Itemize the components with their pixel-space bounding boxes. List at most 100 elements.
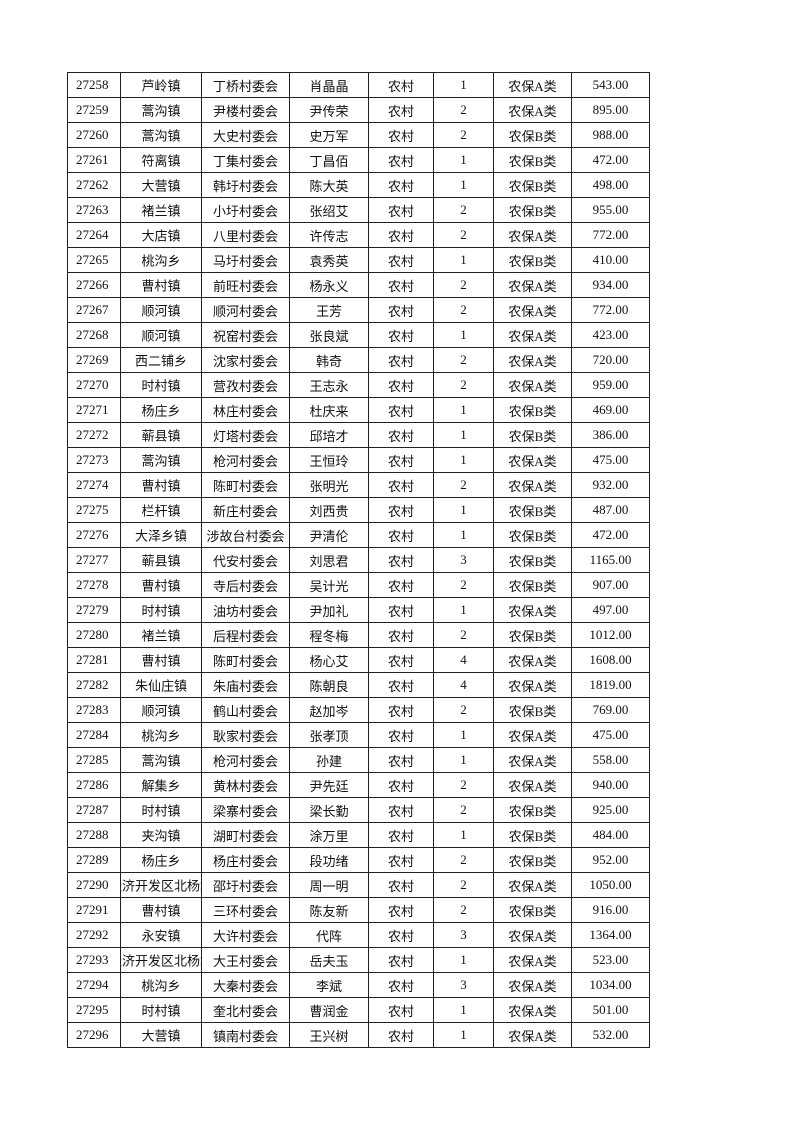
table-cell: 农保A类 <box>493 472 572 498</box>
table-cell: 2 <box>433 372 494 398</box>
table-row: 27274 曹村镇 陈町村委会 张明光 农村 2 农保A类 932.00 <box>67 472 650 498</box>
cell-text: 农村 <box>387 303 414 319</box>
table-cell: 蕲县镇 <box>120 422 202 448</box>
cell-text: 3 <box>460 927 467 942</box>
table-cell: 农村 <box>368 947 434 973</box>
table-cell: 27290 <box>67 872 121 898</box>
table-cell: 杨庄乡 <box>120 397 202 423</box>
table-cell: 1 <box>433 497 494 523</box>
table-cell: 农保A类 <box>493 972 572 998</box>
table-cell: 498.00 <box>571 172 650 198</box>
table-cell: 湖町村委会 <box>201 822 290 848</box>
table-row: 27282 朱仙庄镇 朱庙村委会 陈朝良 农村 4 农保A类 1819.00 <box>67 672 650 698</box>
cell-text: 八里村委会 <box>212 228 278 244</box>
cell-text: 27291 <box>76 902 109 917</box>
table-cell: 农保B类 <box>493 247 572 273</box>
table-cell: 后程村委会 <box>201 622 290 648</box>
cell-text: 1050.00 <box>589 877 632 892</box>
cell-text: 农村 <box>387 553 414 569</box>
table-row: 27258 芦岭镇 丁桥村委会 肖晶晶 农村 1 农保A类 543.00 <box>67 72 650 98</box>
table-cell: 马圩村委会 <box>201 247 290 273</box>
cell-text: 农村 <box>387 178 414 194</box>
table-cell: 蒿沟镇 <box>120 747 202 773</box>
cell-text: 2 <box>460 277 467 292</box>
table-cell: 27289 <box>67 847 121 873</box>
cell-text: 27259 <box>76 102 109 117</box>
table-cell: 梁长勤 <box>289 797 369 823</box>
cell-text: 农保B类 <box>508 828 557 844</box>
cell-text: 1034.00 <box>589 977 632 992</box>
table-cell: 林庄村委会 <box>201 397 290 423</box>
cell-text: 曹润金 <box>309 1003 349 1019</box>
cell-text: 772.00 <box>592 227 629 242</box>
cell-text: 农保B类 <box>508 203 557 219</box>
cell-text: 梁长勤 <box>309 803 349 819</box>
table-cell: 鹤山村委会 <box>201 697 290 723</box>
table-cell: 西二铺乡 <box>120 347 202 373</box>
cell-text: 720.00 <box>592 352 629 367</box>
table-cell: 934.00 <box>571 272 650 298</box>
cell-text: 蒿沟镇 <box>141 453 181 469</box>
table-cell: 3 <box>433 547 494 573</box>
table-cell: 王芳 <box>289 297 369 323</box>
table-cell: 农村 <box>368 272 434 298</box>
cell-text: 27263 <box>76 202 109 217</box>
table-cell: 农保B类 <box>493 822 572 848</box>
table-cell: 农保B类 <box>493 422 572 448</box>
table-cell: 27276 <box>67 522 121 548</box>
table-row: 27268 顺河镇 祝窑村委会 张良斌 农村 1 农保A类 423.00 <box>67 322 650 348</box>
cell-text: 林庄村委会 <box>212 403 278 419</box>
table-cell: 农村 <box>368 572 434 598</box>
table-cell: 农保B类 <box>493 847 572 873</box>
table-cell: 2 <box>433 572 494 598</box>
table-cell: 410.00 <box>571 247 650 273</box>
table-row: 27290 经济开发区北杨集邵圩村委会 周一明 农村 2 农保A类 1050.00 <box>67 872 650 898</box>
table-cell: 涉故台村委会 <box>201 522 290 548</box>
cell-text: 475.00 <box>592 452 629 467</box>
table-cell: 农村 <box>368 697 434 723</box>
cell-text: 曹村镇 <box>141 578 181 594</box>
table-cell: 符离镇 <box>120 147 202 173</box>
cell-text: 农保A类 <box>508 728 557 744</box>
table-cell: 农村 <box>368 822 434 848</box>
table-cell: 农村 <box>368 647 434 673</box>
cell-text: 3 <box>460 977 467 992</box>
table-cell: 1 <box>433 322 494 348</box>
cell-text: 769.00 <box>592 702 629 717</box>
cell-text: 曹村镇 <box>141 653 181 669</box>
table-cell: 475.00 <box>571 447 650 473</box>
table-cell: 三环村委会 <box>201 897 290 923</box>
cell-text: 农保A类 <box>508 778 557 794</box>
table-cell: 尹清伦 <box>289 522 369 548</box>
cell-text: 桃沟乡 <box>141 728 181 744</box>
cell-text: 农保A类 <box>508 328 557 344</box>
table-cell: 1165.00 <box>571 547 650 573</box>
cell-text: 4 <box>460 677 467 692</box>
table-cell: 杜庆来 <box>289 397 369 423</box>
cell-text: 李斌 <box>315 978 342 994</box>
cell-text: 2 <box>460 127 467 142</box>
table-cell: 大王村委会 <box>201 947 290 973</box>
cell-text: 大许村委会 <box>212 928 278 944</box>
cell-text: 27296 <box>76 1027 109 1042</box>
table-cell: 永安镇 <box>120 922 202 948</box>
cell-text: 杨永义 <box>309 278 349 294</box>
table-cell: 灯塔村委会 <box>201 422 290 448</box>
table-cell: 27271 <box>67 397 121 423</box>
cell-text: 桃沟乡 <box>141 978 181 994</box>
cell-text: 1 <box>460 502 467 517</box>
cell-text: 吴计光 <box>309 578 349 594</box>
table-cell: 农村 <box>368 547 434 573</box>
table-cell: 423.00 <box>571 322 650 348</box>
table-cell: 907.00 <box>571 572 650 598</box>
cell-text: 1 <box>460 952 467 967</box>
cell-text: 王芳 <box>315 303 342 319</box>
cell-text: 农保B类 <box>508 503 557 519</box>
table-cell: 陈町村委会 <box>201 472 290 498</box>
cell-text: 代安村委会 <box>212 553 278 569</box>
table-cell: 农保A类 <box>493 872 572 898</box>
cell-text: 顺河镇 <box>141 328 181 344</box>
cell-text: 469.00 <box>592 402 629 417</box>
cell-text: 顺河镇 <box>141 303 181 319</box>
cell-text: 鹤山村委会 <box>212 703 278 719</box>
